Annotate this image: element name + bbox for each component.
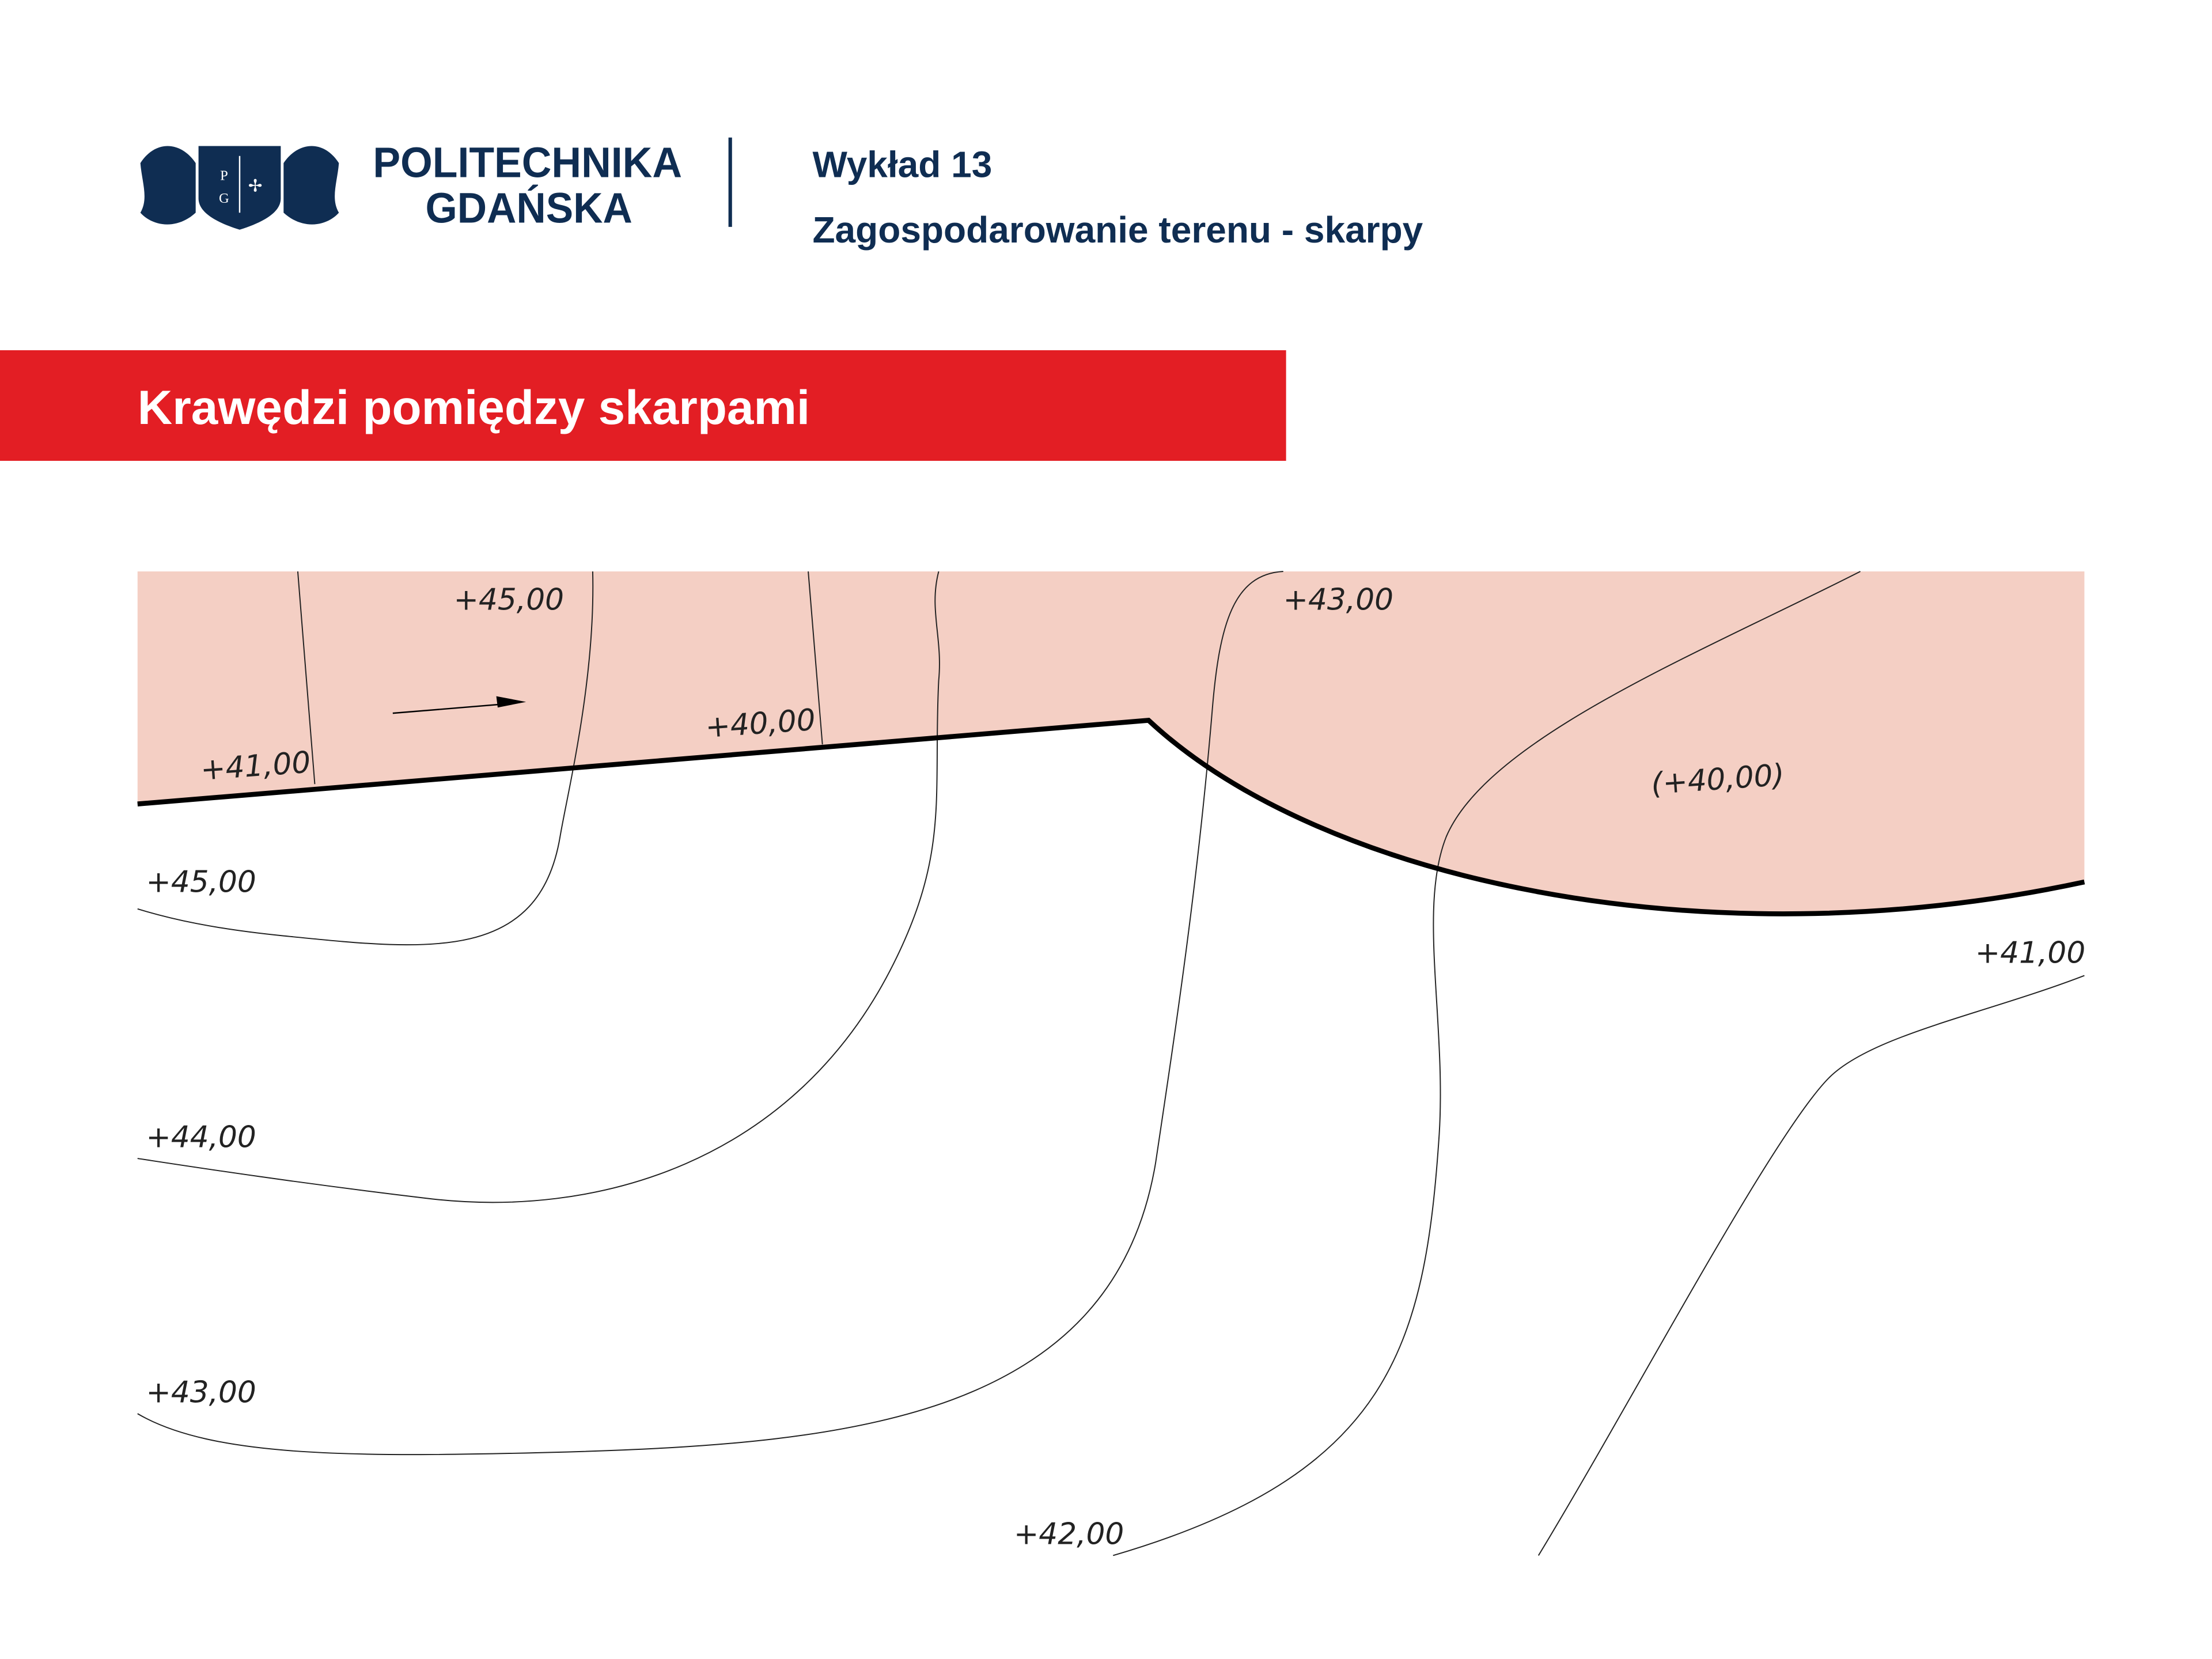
logo-letter: G <box>219 191 229 206</box>
contour-line <box>137 571 1283 1456</box>
elevation-label: +40,00 <box>704 703 817 745</box>
university-name: GDAŃSKA <box>425 184 632 232</box>
contour-line <box>1113 571 1861 1556</box>
university-name: POLITECHNIKA <box>373 139 682 187</box>
section-bar <box>0 350 1286 461</box>
slope-area <box>137 571 2085 914</box>
logo-letter: P <box>220 168 228 184</box>
section-title: Krawędzi pomiędzy skarpami <box>138 380 810 434</box>
elevation-label: +45,00 <box>454 582 564 617</box>
elevation-label: +41,00 <box>1975 935 2085 970</box>
elevation-label: +42,00 <box>1014 1517 1124 1552</box>
arrow-head <box>496 696 527 708</box>
lecture-number: Wykład 13 <box>812 144 992 185</box>
elevation-label: +41,00 <box>199 745 312 787</box>
elevation-label: +45,00 <box>146 865 256 899</box>
elevation-label: +44,00 <box>146 1120 256 1154</box>
slope-drawing: +45,00 +43,00+41,00+40,00(+40,00)+45,00+4… <box>137 571 2085 1556</box>
elevation-label: +43,00 <box>146 1375 256 1410</box>
logo-lion-left <box>140 146 196 225</box>
slope-edge <box>137 718 2085 916</box>
lecture-topic: Zagospodarowanie terenu - skarpy <box>812 209 1423 251</box>
logo-lion-right <box>283 146 339 225</box>
contour-line <box>1537 975 2085 1556</box>
elevation-label: +43,00 <box>1283 582 1393 617</box>
contour-line <box>137 571 940 1203</box>
contour-line <box>137 571 594 946</box>
contour-line <box>297 571 316 785</box>
direction-arrow <box>392 702 514 714</box>
logo-crosses: ✢ <box>248 177 263 195</box>
logo: P G ✢ <box>140 146 339 230</box>
contour-line <box>808 571 823 745</box>
